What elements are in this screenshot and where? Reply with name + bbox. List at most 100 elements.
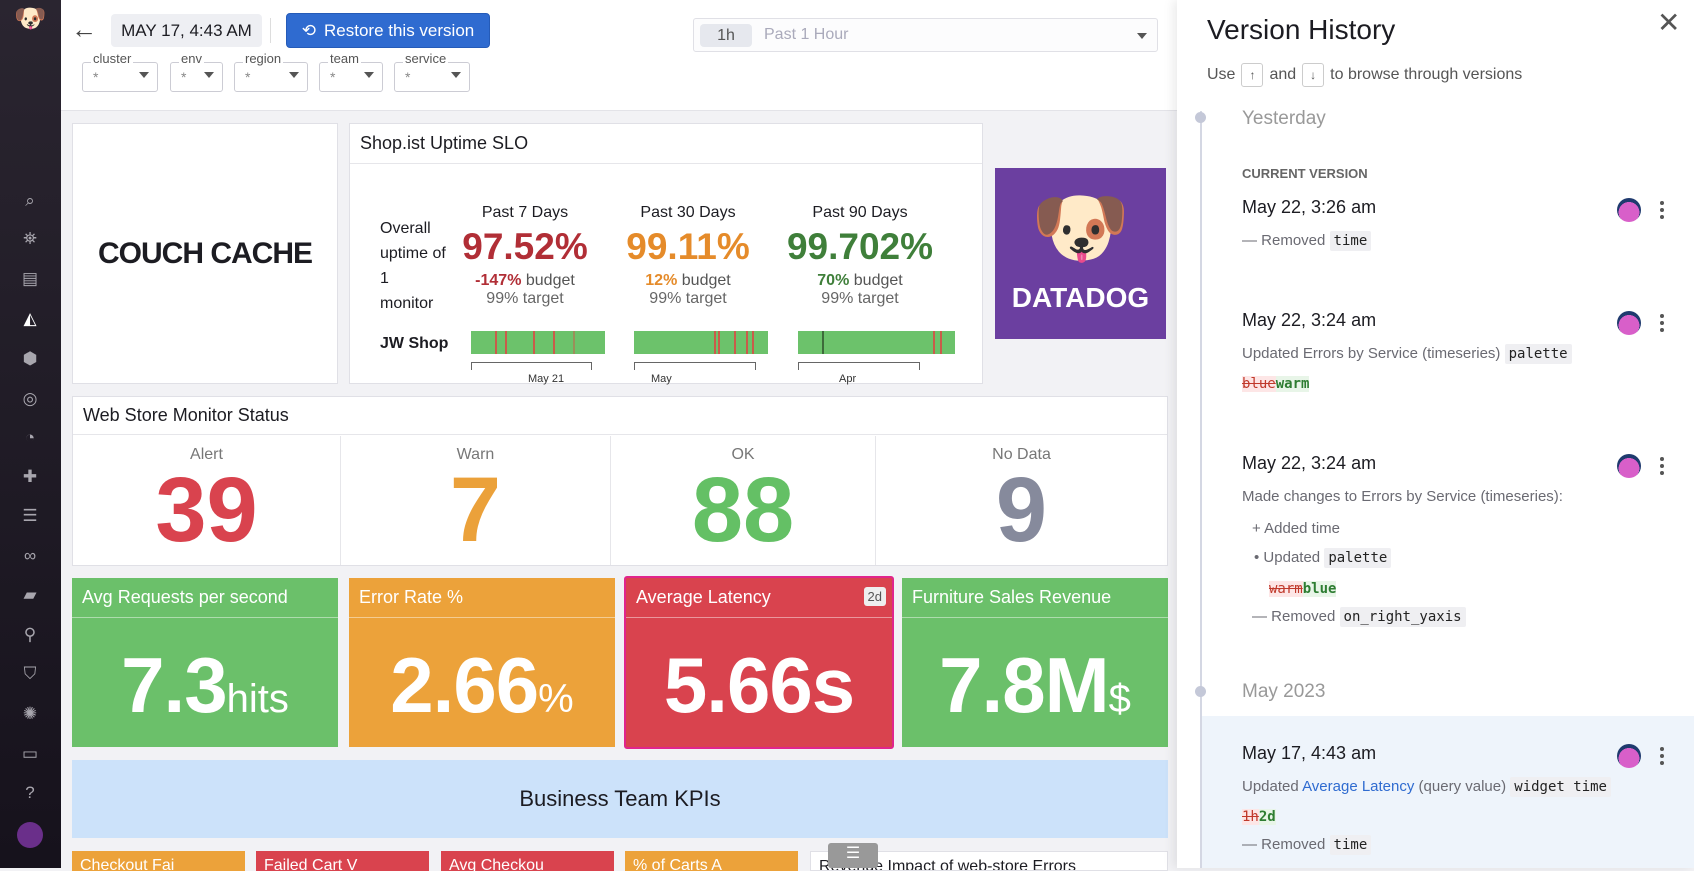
current-version-label: CURRENT VERSION — [1242, 166, 1368, 181]
caret-down-icon — [204, 72, 214, 78]
apm-target-icon[interactable]: ◎ — [22, 389, 38, 408]
chat-icon[interactable]: ▭ — [21, 744, 39, 763]
filter-value: * — [330, 69, 336, 85]
dashboard-chart-icon[interactable]: ◭ — [23, 309, 37, 328]
timeline-dot — [1195, 686, 1206, 697]
back-arrow-icon[interactable]: ← — [71, 14, 97, 44]
query-value-avg-requests[interactable]: Avg Requests per second 7.3hits — [72, 578, 338, 747]
slo-value: 99.11% — [626, 226, 750, 267]
security-icon[interactable]: ⛉ — [23, 664, 37, 683]
datadog-logo-widget[interactable]: 🐶 DATADOG — [995, 168, 1166, 339]
widget-checkout[interactable]: Checkout Fai — [72, 851, 245, 871]
caret-down-icon — [139, 72, 149, 78]
filter-value: * — [181, 69, 187, 85]
infrastructure-icon[interactable]: ⬢ — [22, 349, 38, 368]
synthetics-icon[interactable]: ⚲ — [23, 625, 37, 644]
time-picker[interactable]: 1h Past 1 Hour — [693, 18, 1158, 52]
notebook-icon[interactable]: ▰ — [23, 585, 37, 604]
query-value-average-latency[interactable]: Average Latency 2d 5.66s — [624, 576, 894, 749]
restore-label: Restore this version — [324, 20, 475, 40]
slo-monitor-name: JW Shop — [380, 335, 449, 352]
widget-failed-cart[interactable]: Failed Cart V — [256, 851, 429, 871]
filter-value: * — [93, 69, 99, 85]
query-value-error-rate[interactable]: Error Rate % 2.66% — [349, 578, 615, 747]
help-icon[interactable]: ? — [25, 783, 35, 802]
filter-region[interactable]: region * — [234, 51, 308, 92]
search-icon[interactable]: ⌕ — [25, 191, 35, 210]
slo-target: 99% target — [821, 290, 899, 307]
timeline-dot — [1195, 112, 1206, 123]
filter-value: * — [245, 69, 251, 85]
caret-down-icon — [1137, 33, 1147, 39]
slo-widget[interactable]: Shop.ist Uptime SLO Overall uptime of 1 … — [349, 123, 983, 385]
version-change: Made changes to Errors by Service (times… — [1242, 488, 1563, 505]
change-removed: — Removed on_right_yaxis — [1252, 607, 1466, 627]
more-options-icon[interactable] — [1660, 747, 1664, 768]
monitor-status-widget[interactable]: Web Store Monitor Status Alert 39 Warn 7 O… — [72, 396, 1168, 566]
filter-service[interactable]: service * — [394, 51, 470, 92]
close-icon[interactable]: ✕ — [1657, 7, 1681, 38]
version-date[interactable]: May 22, 3:24 am — [1242, 310, 1377, 330]
widget-carts[interactable]: % of Carts A — [625, 851, 798, 871]
arrow-up-key: ↑ — [1241, 63, 1264, 87]
query-value: 7.8M$ — [939, 641, 1131, 729]
selected-version-item[interactable]: May 17, 4:43 am Updated Average Latency … — [1202, 716, 1694, 868]
user-avatar[interactable] — [17, 822, 43, 848]
slo-row-label: Overall uptime of 1 monitor — [380, 220, 446, 312]
time-axis-90d: Apr — [798, 362, 920, 385]
network-icon[interactable]: ✺ — [22, 704, 38, 723]
caret-down-icon — [451, 72, 461, 78]
widget-avg-checkout[interactable]: Avg Checkou — [441, 851, 614, 871]
gauge-icon[interactable]: ◔ — [24, 428, 36, 447]
slo-period: Past 90 Days — [812, 204, 908, 221]
filter-label: cluster — [91, 51, 134, 66]
query-value: 7.3hits — [121, 641, 289, 729]
widget-title: Avg Requests per second — [72, 578, 338, 618]
slo-target: 99% target — [486, 290, 564, 307]
filter-label: env — [179, 51, 204, 66]
logs-filter-icon[interactable]: ☰ — [22, 506, 38, 525]
query-value-furniture-sales[interactable]: Furniture Sales Revenue 7.8M$ — [902, 578, 1168, 747]
query-value: 2.66% — [390, 641, 574, 729]
filter-team[interactable]: team * — [319, 51, 383, 92]
status-no-data[interactable]: No Data 9 — [992, 446, 1051, 561]
version-change: — Removed time — [1242, 231, 1372, 251]
restore-version-button[interactable]: ⟲ Restore this version — [286, 13, 490, 48]
version-date[interactable]: May 22, 3:24 am — [1242, 453, 1377, 473]
value-diff: bluewarm — [1242, 376, 1310, 392]
widget-title: Shop.ist Uptime SLO — [350, 124, 982, 164]
filter-cluster[interactable]: cluster * — [82, 51, 158, 92]
user-avatar — [1617, 454, 1641, 478]
version-date[interactable]: May 17, 4:43 am — [1242, 743, 1377, 763]
time-label: Past 1 Hour — [764, 26, 849, 43]
business-kpis-banner[interactable]: Business Team KPIs — [72, 760, 1168, 838]
version-history-panel: Version History ✕ Use ↑ and ↓ to browse thro… — [1177, 0, 1694, 868]
link-icon[interactable]: ∞ — [23, 546, 37, 565]
status-warn[interactable]: Warn 7 — [341, 436, 611, 565]
banner-title: Business Team KPIs — [519, 786, 721, 811]
slo-column-30d: Past 30 Days 99.11% 12% budget 99% targe… — [618, 204, 758, 308]
user-avatar — [1617, 311, 1641, 335]
status-ok[interactable]: OK 88 — [611, 436, 876, 565]
time-axis-7d: May 21 — [471, 362, 592, 385]
average-latency-link[interactable]: Average Latency — [1302, 778, 1415, 795]
binoculars-icon[interactable]: ⛯ — [23, 229, 37, 248]
version-date[interactable]: May 22, 3:26 am — [1242, 197, 1377, 217]
value-diff: 1h2d — [1242, 809, 1276, 825]
logo-widget[interactable]: COUCH CACHE — [72, 123, 338, 384]
list-toggle-icon[interactable]: ☰ — [828, 843, 878, 868]
filter-env[interactable]: env * — [170, 51, 223, 92]
more-options-icon[interactable] — [1660, 201, 1664, 222]
query-value: 5.66s — [663, 641, 855, 729]
more-options-icon[interactable] — [1660, 457, 1664, 478]
filter-value: * — [405, 69, 411, 85]
list-icon[interactable]: ▤ — [21, 269, 39, 288]
user-avatar — [1617, 198, 1641, 222]
user-avatar — [1617, 744, 1641, 768]
datadog-logo[interactable]: 🐶 — [14, 3, 47, 33]
more-options-icon[interactable] — [1660, 314, 1664, 335]
puzzle-icon[interactable]: ✚ — [22, 467, 38, 486]
filter-label: region — [243, 51, 284, 66]
panel-title: Version History — [1207, 14, 1396, 45]
status-alert[interactable]: Alert 39 — [73, 436, 341, 565]
